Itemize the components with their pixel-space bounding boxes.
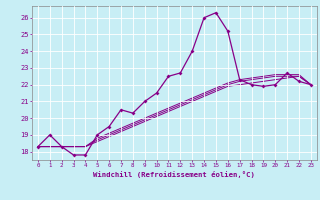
X-axis label: Windchill (Refroidissement éolien,°C): Windchill (Refroidissement éolien,°C) <box>93 171 255 178</box>
